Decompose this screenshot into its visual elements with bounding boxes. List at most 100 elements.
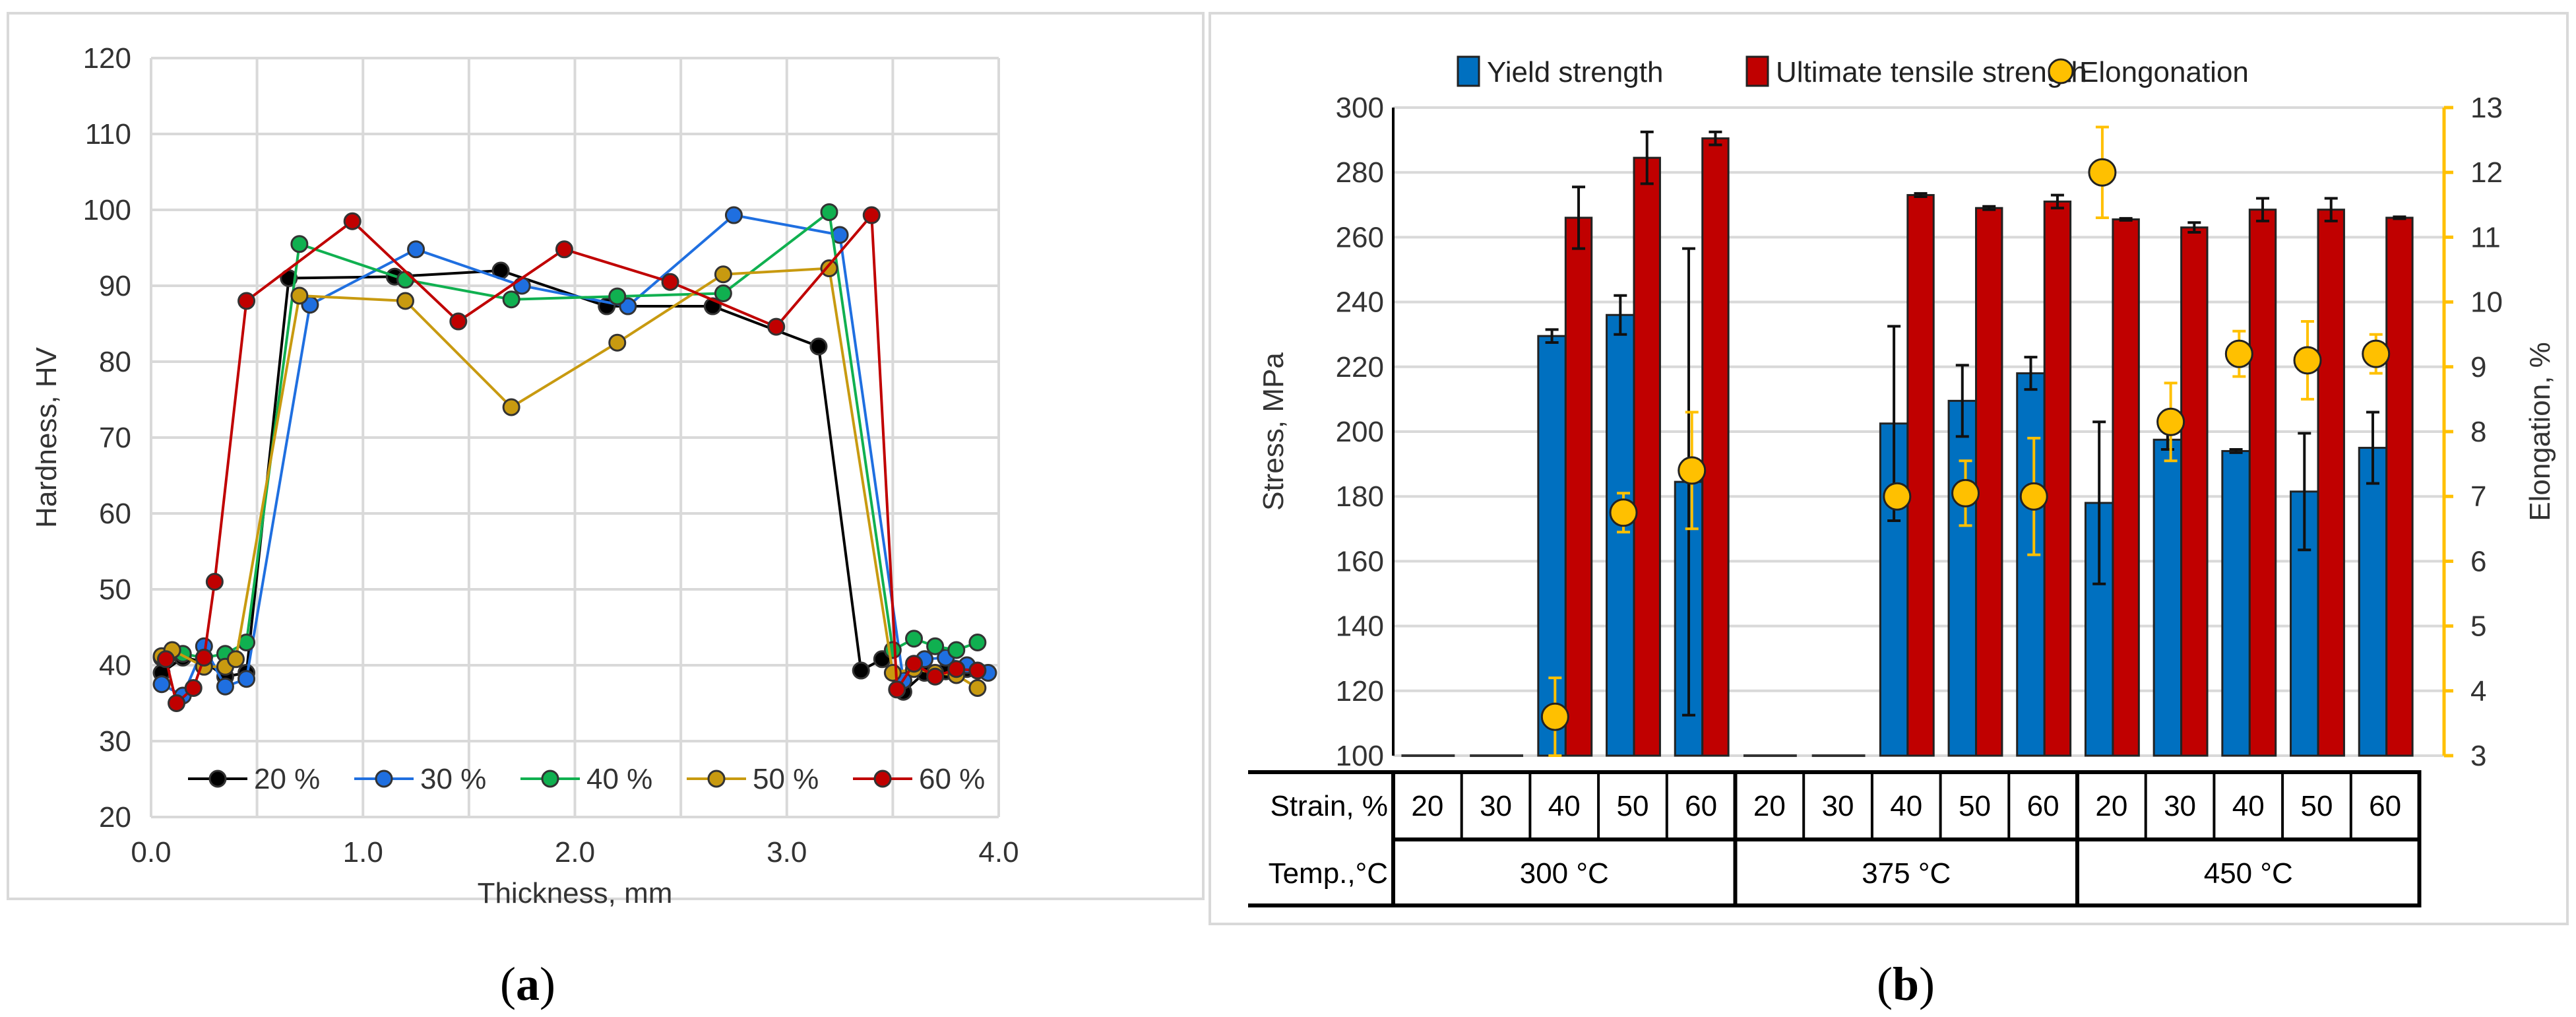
- y-tick-label: 300: [1336, 92, 1384, 124]
- data-point: [883, 664, 902, 682]
- strain-cell: 40: [2232, 790, 2265, 822]
- data-point: [343, 212, 361, 230]
- uts-bar: [2317, 209, 2345, 757]
- strain-cell: 60: [1685, 790, 1717, 822]
- data-point: [809, 337, 828, 356]
- legend-swatch: [2048, 58, 2074, 84]
- uts-bar: [1975, 207, 2003, 757]
- data-point: [852, 661, 870, 680]
- legend-swatch: [1457, 55, 1480, 87]
- data-point: [502, 290, 520, 309]
- y2-tick-label: 4: [2470, 675, 2486, 707]
- y2-axis-title: Elongation, %: [2524, 342, 2556, 521]
- elongation-point: [2224, 339, 2253, 368]
- data-point: [237, 292, 256, 310]
- data-point: [449, 312, 468, 331]
- y-tick-label: 30: [99, 725, 131, 758]
- data-point: [407, 240, 425, 259]
- y-tick-label: 60: [99, 498, 131, 530]
- strain-cell: 50: [1616, 790, 1649, 822]
- data-point: [820, 259, 838, 278]
- legend-label: 20 %: [254, 763, 320, 795]
- y-axis-title: Stress, MPa: [1257, 352, 1290, 511]
- y-tick-label: 70: [99, 422, 131, 454]
- legend-swatch: [1745, 55, 1769, 87]
- yield-bar: [2016, 372, 2046, 757]
- y-tick-label: 80: [99, 346, 131, 378]
- legend-marker: [375, 770, 393, 788]
- temp-row-label: Temp.,°C: [1269, 857, 1388, 890]
- data-point: [156, 650, 175, 669]
- data-point: [396, 271, 414, 289]
- data-point: [237, 670, 256, 688]
- elongation-point: [2156, 407, 2185, 436]
- y-tick-label: 280: [1336, 156, 1384, 189]
- y2-tick-label: 8: [2470, 416, 2486, 448]
- data-point: [396, 292, 414, 310]
- y-tick-label: 260: [1336, 221, 1384, 253]
- chart-a-border: [7, 12, 1205, 900]
- y-tick-label: 220: [1336, 351, 1384, 383]
- legend-label: 50 %: [753, 763, 819, 795]
- data-point: [724, 206, 743, 224]
- strain-cell: 30: [2164, 790, 2196, 822]
- data-point: [502, 398, 520, 416]
- legend-marker: [707, 770, 726, 788]
- legend-label: 60 %: [919, 763, 985, 795]
- strain-cell: 20: [2095, 790, 2127, 822]
- yield-bar: [2358, 447, 2388, 757]
- yield-bar: [2221, 449, 2251, 757]
- data-point: [168, 694, 186, 712]
- legend-marker: [541, 770, 559, 788]
- uts-bar: [2112, 218, 2140, 757]
- uts-bar: [1906, 194, 1935, 757]
- x-tick-label: 2.0: [555, 836, 595, 869]
- elongation-point: [2088, 158, 2117, 187]
- y-tick-label: 100: [1336, 740, 1384, 772]
- y-tick-label: 120: [1336, 675, 1384, 707]
- series-line: [161, 209, 978, 659]
- y-tick-label: 140: [1336, 610, 1384, 643]
- uts-bar: [2180, 226, 2209, 757]
- y2-tick-label: 13: [2470, 92, 2503, 124]
- data-point: [152, 675, 171, 694]
- y2-tick-label: 5: [2470, 610, 2486, 643]
- legend-label: 40 %: [586, 763, 652, 795]
- yield-bar: [1537, 335, 1567, 757]
- elongation-point: [2293, 346, 2322, 375]
- data-point: [290, 286, 309, 305]
- data-point: [216, 677, 234, 696]
- uts-bar: [1701, 137, 1730, 757]
- elongation-point: [1609, 498, 1638, 527]
- elongation-point: [2019, 482, 2048, 511]
- data-point: [184, 679, 203, 697]
- legend-marker: [208, 770, 227, 788]
- data-point: [290, 235, 309, 253]
- uts-bar: [2043, 200, 2072, 757]
- chart-b-border: [1209, 12, 2569, 925]
- elongation-point: [1678, 456, 1707, 485]
- strain-cell: 50: [1959, 790, 1991, 822]
- strain-cell: 20: [1753, 790, 1786, 822]
- data-point: [968, 679, 987, 697]
- y2-tick-label: 11: [2470, 221, 2501, 253]
- y2-tick-label: 7: [2470, 480, 2486, 513]
- y-tick-label: 20: [99, 801, 131, 834]
- y-tick-label: 160: [1336, 545, 1384, 577]
- temp-cell: 450 °C: [2204, 857, 2293, 890]
- data-point: [714, 284, 732, 302]
- elongation-point: [2362, 339, 2391, 368]
- data-point: [513, 277, 531, 295]
- data-point: [608, 333, 627, 352]
- uts-bar: [1633, 156, 1661, 757]
- y-tick-label: 200: [1336, 416, 1384, 448]
- y2-tick-label: 6: [2470, 545, 2486, 577]
- strain-cell: 50: [2300, 790, 2333, 822]
- legend-label: Elongonation: [2079, 56, 2249, 88]
- legend-marker: [873, 770, 892, 788]
- strain-cell: 30: [1480, 790, 1512, 822]
- strain-cell: 30: [1822, 790, 1854, 822]
- strain-cell: 20: [1411, 790, 1443, 822]
- y2-tick-label: 10: [2470, 286, 2503, 319]
- data-point: [905, 655, 923, 673]
